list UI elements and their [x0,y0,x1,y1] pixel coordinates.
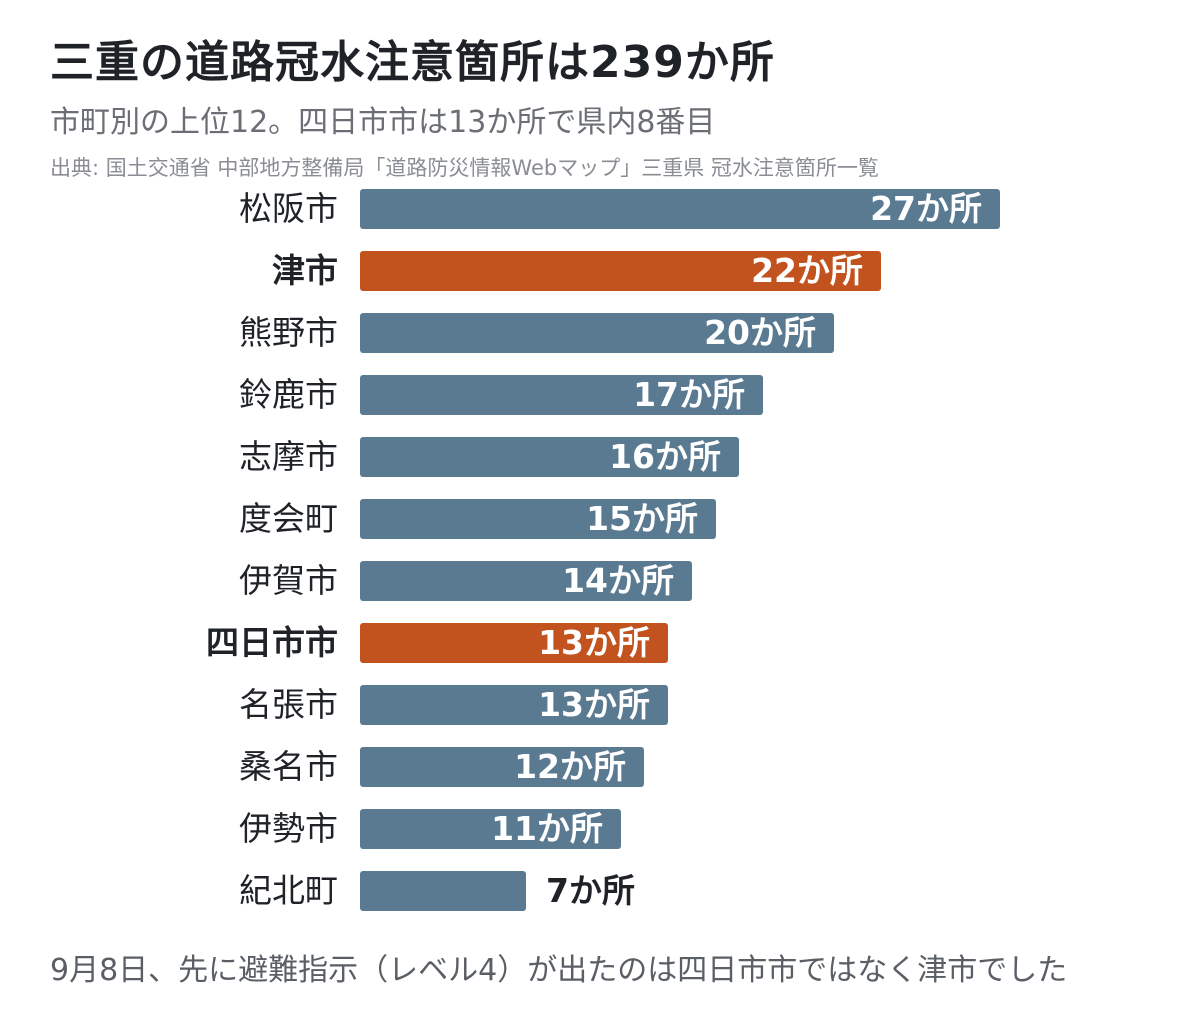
category-label: 伊賀市 [239,561,338,600]
bar-row: 鈴鹿市 17か所 [0,375,1200,415]
bar [360,561,692,601]
category-label: 度会町 [239,499,338,538]
bar-row: 志摩市 16か所 [0,437,1200,477]
chart-footnote: 9月8日、先に避難指示（レベル4）が出たのは四日市市ではなく津市でした [50,953,1068,988]
bar [360,499,716,539]
value-label: 13か所 [538,623,650,662]
bar [360,747,644,787]
value-label: 11か所 [491,809,603,848]
category-label: 熊野市 [239,313,338,352]
value-label: 22か所 [751,251,863,290]
category-label: 志摩市 [239,437,338,476]
bar-row: 紀北町 7か所 [0,871,1200,911]
bar-row: 四日市市 13か所 [0,623,1200,663]
bar [360,313,834,353]
bar-row: 伊賀市 14か所 [0,561,1200,601]
value-label: 14か所 [562,561,674,600]
category-label: 松阪市 [239,189,338,228]
chart-source: 出典: 国土交通省 中部地方整備局「道路防災情報Webマップ」三重県 冠水注意箇… [50,156,879,180]
value-label: 15か所 [586,499,698,538]
chart-title: 三重の道路冠水注意箇所は239か所 [50,37,775,88]
bar [360,623,668,663]
value-label: 13か所 [538,685,650,724]
category-label: 紀北町 [239,871,338,910]
value-label: 27か所 [870,189,982,228]
bar [360,809,621,849]
value-label: 12か所 [514,747,626,786]
value-label: 17か所 [633,375,745,414]
bar-row: 名張市 13か所 [0,685,1200,725]
bar-row: 桑名市 12か所 [0,747,1200,787]
bar-row: 松阪市 27か所 [0,189,1200,229]
value-label: 16か所 [609,437,721,476]
category-label: 伊勢市 [239,809,338,848]
category-label: 津市 [272,251,338,290]
bar [360,871,526,911]
category-label: 桑名市 [239,747,338,786]
category-label: 鈴鹿市 [239,375,338,414]
bar [360,437,739,477]
bar-row: 津市 22か所 [0,251,1200,291]
bar [360,251,881,291]
bar-row: 伊勢市 11か所 [0,809,1200,849]
chart-subtitle: 市町別の上位12。四日市市は13か所で県内8番目 [50,105,716,140]
bar [360,685,668,725]
category-label: 四日市市 [206,623,338,662]
bar-row: 度会町 15か所 [0,499,1200,539]
value-label: 20か所 [704,313,816,352]
bar-row: 熊野市 20か所 [0,313,1200,353]
bar [360,189,1000,229]
bar [360,375,763,415]
value-label: 7か所 [546,871,635,910]
category-label: 名張市 [239,685,338,724]
bar-chart: 松阪市 27か所津市 22か所熊野市 20か所鈴鹿市 17か所志摩市 16か所度会町 15か… [0,189,1200,934]
